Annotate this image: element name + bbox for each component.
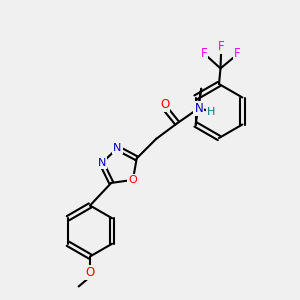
Text: O: O (128, 175, 137, 185)
Text: O: O (85, 266, 94, 279)
Text: F: F (200, 47, 207, 60)
Text: H: H (207, 107, 215, 117)
Text: N: N (194, 102, 203, 115)
Text: N: N (98, 158, 106, 168)
Text: O: O (160, 98, 169, 110)
Text: N: N (113, 143, 122, 153)
Text: F: F (234, 47, 241, 61)
Text: F: F (218, 40, 224, 53)
